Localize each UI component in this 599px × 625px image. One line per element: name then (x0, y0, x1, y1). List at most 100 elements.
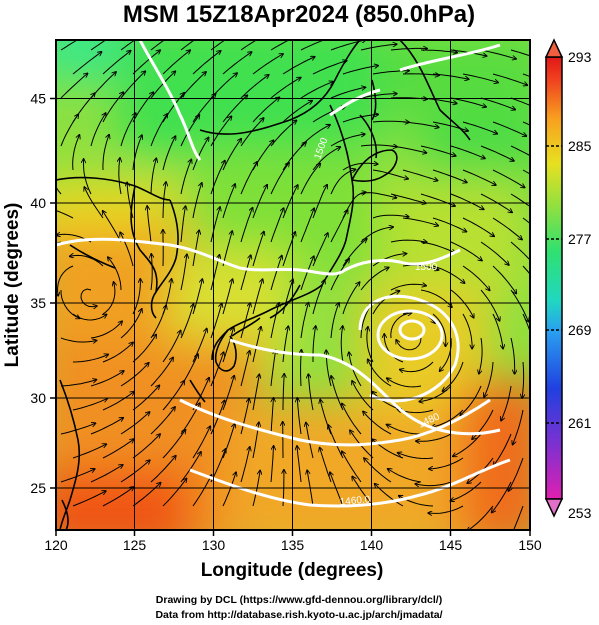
streamline (402, 74, 439, 76)
streamline (522, 265, 530, 275)
streamline (510, 241, 530, 261)
streamline (342, 66, 378, 75)
streamline (300, 164, 320, 195)
streamline (192, 475, 212, 507)
streamline (300, 209, 314, 243)
streamline (270, 256, 282, 291)
streamline (180, 115, 199, 147)
streamline (150, 40, 166, 51)
streamline (72, 52, 101, 75)
streamline (402, 217, 438, 226)
streamline (462, 313, 472, 348)
colorbar-tick-label: 277 (568, 231, 592, 247)
streamline (462, 73, 498, 83)
streamline (301, 350, 302, 387)
streamline (270, 208, 284, 243)
streamline (120, 40, 136, 51)
streamline (120, 71, 145, 99)
streamline (132, 434, 160, 459)
streamline (400, 361, 434, 372)
streamline (240, 75, 269, 99)
lat-tick-label: 30 (30, 390, 46, 406)
map-title: MSM 15Z18Apr2024 (850.0hPa) (123, 1, 475, 28)
streamline (180, 255, 187, 291)
streamline (150, 456, 176, 483)
streamline (120, 309, 142, 339)
lat-tick-label: 45 (30, 91, 46, 107)
streamline (282, 101, 312, 123)
streamline (420, 241, 455, 253)
streamline (372, 169, 408, 179)
streamline (72, 314, 106, 321)
streamline (420, 145, 456, 156)
streamline (60, 115, 78, 147)
streamline (390, 193, 426, 203)
lon-tick-label: 130 (202, 537, 226, 553)
streamline (282, 57, 315, 75)
contour-label: 1460.0 (339, 494, 371, 508)
streamline (252, 375, 259, 411)
streamline (132, 483, 161, 507)
streamline (480, 49, 516, 59)
streamline (150, 358, 173, 387)
streamline (222, 279, 233, 315)
streamline (432, 313, 446, 346)
streamline (162, 381, 184, 411)
streamline (132, 279, 140, 315)
streamline (510, 49, 530, 57)
streamline (240, 162, 257, 195)
streamline (270, 163, 289, 195)
streamline (522, 217, 530, 225)
streamline (480, 241, 509, 265)
streamline (60, 74, 87, 99)
streamline (462, 265, 490, 290)
wind-streamlines (56, 40, 530, 530)
streamline (492, 313, 503, 348)
streamline (387, 378, 422, 388)
streamline (360, 44, 397, 51)
coastlines (56, 40, 471, 530)
x-axis-label: Longitude (degrees) (201, 560, 384, 581)
streamline (360, 94, 397, 99)
lon-tick-label: 120 (44, 537, 68, 553)
streamline (192, 426, 210, 459)
streamline (240, 399, 249, 435)
streamline (462, 217, 494, 236)
streamline (443, 361, 464, 391)
streamline (462, 169, 496, 185)
lon-tick-label: 145 (439, 537, 463, 553)
streamline (90, 465, 123, 483)
streamline (453, 433, 482, 456)
streamline (132, 50, 160, 75)
streamline (162, 136, 175, 171)
lat-tick-label: 35 (30, 295, 46, 311)
streamline (102, 282, 115, 315)
streamline (180, 40, 196, 51)
streamline (467, 505, 494, 530)
streamline (150, 159, 156, 195)
streamline (90, 40, 107, 51)
streamline (210, 207, 220, 243)
streamline (416, 433, 452, 441)
streamline (102, 51, 131, 75)
streamline (513, 505, 524, 530)
streamline (416, 481, 452, 486)
streamline (367, 327, 374, 363)
streamline (384, 334, 404, 363)
streamline (360, 268, 389, 291)
streamline (480, 289, 500, 321)
streamline (364, 458, 392, 483)
streamline (300, 303, 308, 339)
temperature-field (56, 40, 530, 530)
streamline (300, 82, 333, 99)
streamline (162, 331, 181, 363)
streamline (429, 457, 464, 469)
streamline (102, 439, 134, 459)
streamline (308, 374, 314, 411)
streamline (120, 363, 149, 387)
colorbar: 293 285 277 269 261 253 (544, 38, 592, 521)
streamline (388, 469, 422, 483)
streamline (80, 288, 97, 307)
streamline (390, 284, 426, 291)
streamline (72, 355, 108, 363)
